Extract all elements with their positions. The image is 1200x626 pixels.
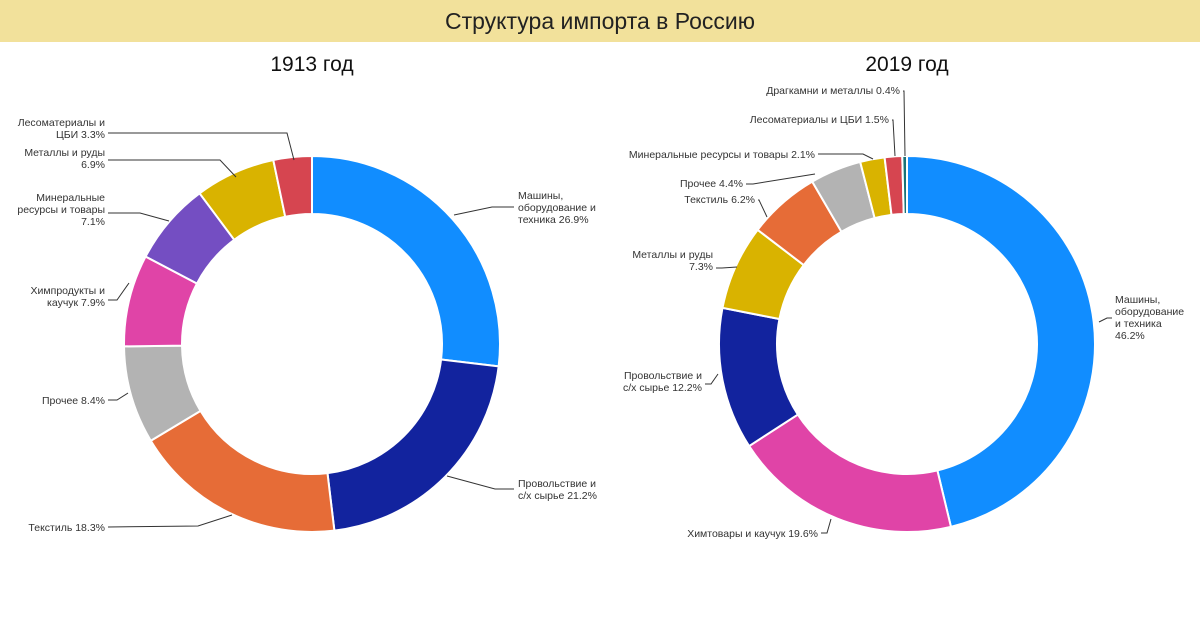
donut-slice-0-7[interactable] — [272, 154, 313, 218]
leader-line-1-4 — [758, 199, 768, 218]
donut-slice-1-1[interactable] — [747, 413, 953, 533]
leader-line-0-6 — [108, 159, 237, 178]
slice-label-0-2: Текстиль 18.3% — [28, 522, 105, 534]
leader-line-1-6 — [818, 153, 874, 160]
donut-chart-2019: 2019 год Машины, оборудование и техника 46.… — [623, 53, 1184, 540]
donut-chart-1913: 1913 год Машины, оборудование и техника 26… — [17, 53, 597, 534]
slice-label-0-7: Лесоматериалы и ЦБИ 3.3% — [18, 117, 105, 141]
slice-label-1-4: Текстиль 6.2% — [684, 194, 755, 206]
leader-line-1-1 — [821, 518, 832, 534]
slice-label-1-8: Драгкамни и металлы 0.4% — [766, 85, 900, 97]
slice-label-1-1: Химтовары и каучук 19.6% — [687, 528, 818, 540]
leader-line-1-2 — [705, 373, 719, 385]
leader-line-0-7 — [108, 132, 295, 161]
leader-line-0-1 — [446, 475, 514, 490]
donut-slice-0-0[interactable] — [311, 154, 501, 368]
title-banner: Структура импорта в Россию — [0, 0, 1200, 42]
slice-label-1-5: Прочее 4.4% — [680, 178, 743, 190]
leader-line-0-2 — [107, 514, 233, 528]
leader-line-0-3 — [108, 392, 129, 401]
donut-slice-1-8[interactable] — [901, 154, 908, 216]
slice-label-0-5: Минеральные ресурсы и товары 7.1% — [17, 192, 105, 228]
leader-line-1-8 — [903, 90, 906, 157]
leader-line-0-5 — [108, 212, 170, 222]
chart-title-1913: 1913 год — [270, 53, 353, 76]
donut-slice-0-1[interactable] — [326, 358, 500, 532]
leader-line-1-7 — [892, 119, 896, 157]
slice-label-1-2: Провольствие и с/х сырье 12.2% — [623, 370, 702, 394]
slice-label-0-4: Химпродукты и каучук 7.9% — [31, 285, 106, 309]
slice-label-0-0: Машины, оборудование и техника 26.9% — [518, 190, 596, 226]
slice-label-1-0: Машины, оборудование и техника 46.2% — [1115, 294, 1184, 342]
leader-line-1-0 — [1098, 317, 1112, 323]
leader-line-0-4 — [108, 282, 130, 301]
leader-line-1-3 — [716, 266, 738, 269]
slice-label-1-6: Минеральные ресурсы и товары 2.1% — [629, 149, 815, 161]
slice-label-0-3: Прочее 8.4% — [42, 395, 105, 407]
chart-title-2019: 2019 год — [865, 53, 948, 76]
slice-label-1-7: Лесоматериалы и ЦБИ 1.5% — [750, 114, 889, 126]
leader-line-0-0 — [453, 206, 514, 216]
slice-label-0-6: Металлы и руды 6.9% — [24, 147, 105, 171]
page-title: Структура импорта в Россию — [445, 7, 755, 34]
slice-label-0-1: Провольствие и с/х сырье 21.2% — [518, 478, 597, 502]
leader-line-1-5 — [746, 173, 816, 185]
slice-label-1-3: Металлы и руды 7.3% — [632, 249, 713, 273]
donut-slice-1-0[interactable] — [906, 154, 1096, 529]
donut-slice-0-2[interactable] — [149, 409, 336, 533]
